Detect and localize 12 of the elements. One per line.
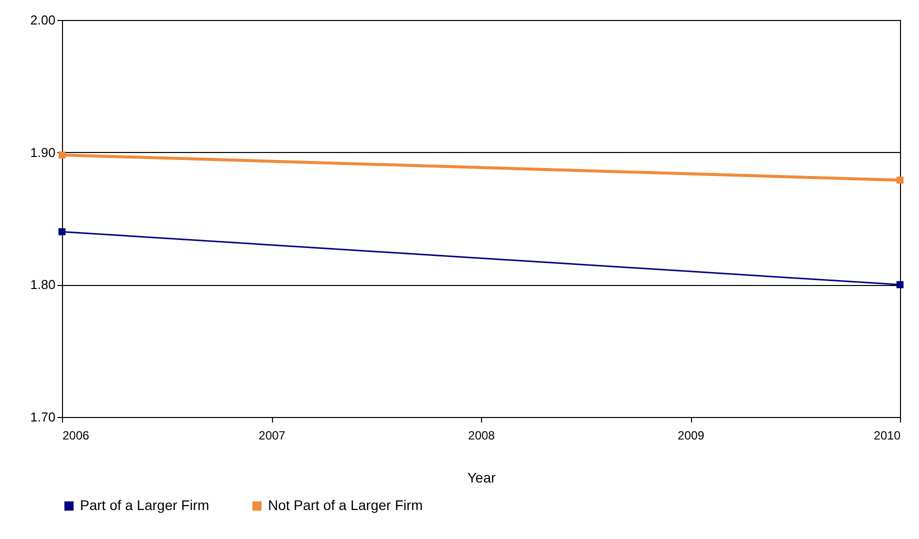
x-axis-title: Year — [467, 470, 496, 486]
y-tick-label: 1.90 — [30, 144, 56, 160]
x-tick-label: 2009 — [678, 428, 705, 442]
x-tick-label: 2010 — [874, 428, 901, 442]
legend-label: Part of a Larger Firm — [80, 497, 210, 513]
x-tick-label: 2006 — [62, 428, 90, 442]
y-tick-label: 1.70 — [30, 410, 56, 424]
x-tick-label: 2008 — [468, 428, 496, 442]
y-tick-label: 2.00 — [30, 12, 56, 28]
x-tick-label: 2007 — [258, 428, 286, 442]
y-tick-label: 1.80 — [30, 277, 56, 292]
legend-label: Not Part of a Larger Firm — [268, 497, 423, 513]
